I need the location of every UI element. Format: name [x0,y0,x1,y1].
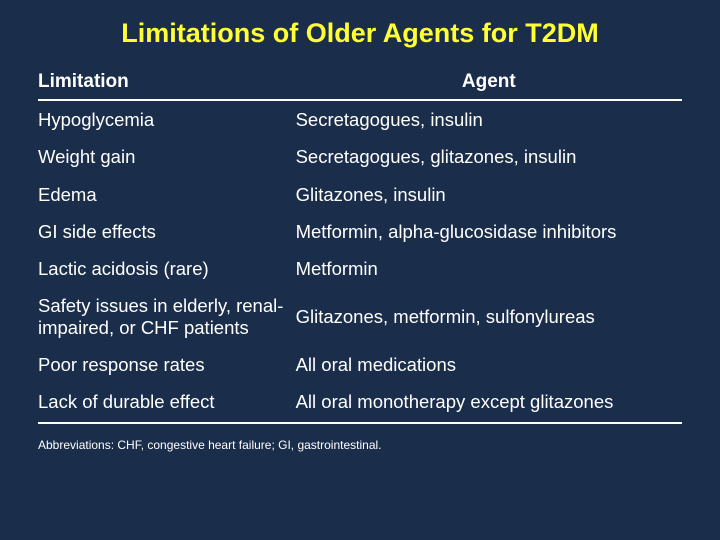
table-row: Lack of durable effect All oral monother… [38,383,682,423]
table-row: Safety issues in elderly, renal-impaired… [38,287,682,346]
cell-limitation: Safety issues in elderly, renal-impaired… [38,287,296,346]
cell-agent: Metformin [296,250,682,287]
cell-limitation: Lack of durable effect [38,383,296,423]
slide-title: Limitations of Older Agents for T2DM [38,18,682,49]
cell-limitation: Lactic acidosis (rare) [38,250,296,287]
footnote-text: Abbreviations: CHF, congestive heart fai… [38,438,682,452]
cell-limitation: Weight gain [38,138,296,175]
cell-limitation: Edema [38,176,296,213]
table-row: Lactic acidosis (rare) Metformin [38,250,682,287]
cell-agent: Secretagogues, glitazones, insulin [296,138,682,175]
table-row: Edema Glitazones, insulin [38,176,682,213]
cell-limitation: GI side effects [38,213,296,250]
table-row: Hypoglycemia Secretagogues, insulin [38,100,682,138]
cell-agent: Glitazones, insulin [296,176,682,213]
cell-agent: Secretagogues, insulin [296,100,682,138]
cell-agent: All oral medications [296,346,682,383]
column-header-limitation: Limitation [38,71,296,100]
table-row: Weight gain Secretagogues, glitazones, i… [38,138,682,175]
cell-limitation: Poor response rates [38,346,296,383]
table-row: Poor response rates All oral medications [38,346,682,383]
column-header-agent: Agent [296,71,682,100]
cell-agent: Glitazones, metformin, sulfonylureas [296,287,682,346]
table-row: GI side effects Metformin, alpha-glucosi… [38,213,682,250]
cell-agent: All oral monotherapy except glitazones [296,383,682,423]
cell-limitation: Hypoglycemia [38,100,296,138]
cell-agent: Metformin, alpha-glucosidase inhibitors [296,213,682,250]
table-header-row: Limitation Agent [38,71,682,100]
limitations-table: Limitation Agent Hypoglycemia Secretagog… [38,71,682,424]
